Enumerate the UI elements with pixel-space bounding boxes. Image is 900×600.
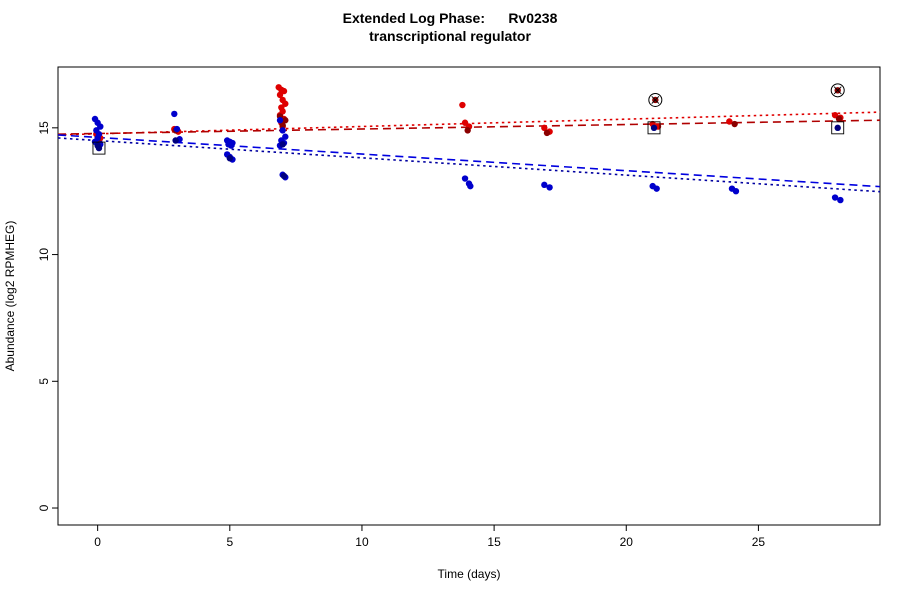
data-point-blue-condition-rep1 bbox=[541, 181, 548, 189]
x-tick-label: 5 bbox=[226, 535, 233, 549]
data-point-red-condition-rep1 bbox=[726, 118, 733, 125]
y-tick-label: 10 bbox=[37, 248, 51, 262]
x-tick-label: 25 bbox=[752, 535, 766, 549]
data-point-red-condition-rep2 bbox=[835, 115, 843, 123]
data-point-blue-condition-rep1 bbox=[653, 185, 660, 192]
x-tick-label: 10 bbox=[355, 535, 369, 549]
data-point-red-condition-rep1 bbox=[282, 100, 289, 107]
data-point-blue-condition-rep2 bbox=[279, 141, 286, 148]
data-point-blue-condition-rep2 bbox=[280, 172, 288, 180]
data-point-blue-condition-rep1 bbox=[97, 123, 104, 130]
data-point-blue-condition-rep1 bbox=[173, 125, 181, 133]
plot-box bbox=[57, 66, 881, 526]
flag-circle-marker bbox=[648, 92, 663, 107]
y-axis-label: Abundance (log2 RPMHEG) bbox=[3, 221, 17, 372]
x-tick-label: 20 bbox=[620, 535, 634, 549]
y-tick-label: 5 bbox=[37, 378, 51, 385]
data-point-blue-condition-rep1 bbox=[831, 194, 839, 201]
data-point-blue-condition-rep1 bbox=[276, 117, 284, 124]
data-point-red-condition-rep1 bbox=[276, 91, 284, 99]
data-point-red-condition-rep1 bbox=[541, 124, 548, 132]
x-axis-label: Time (days) bbox=[438, 567, 501, 581]
data-point-blue-condition-rep1 bbox=[171, 110, 178, 118]
flag-square-marker bbox=[647, 121, 661, 135]
data-point-red-condition-rep2 bbox=[731, 120, 738, 128]
trend-line-blue-fit-dashed bbox=[57, 134, 881, 188]
data-point-blue-condition-rep1 bbox=[279, 127, 286, 134]
data-point-red-condition-rep2 bbox=[464, 127, 471, 134]
chart-title-line1: Extended Log Phase: Rv0238 bbox=[342, 10, 558, 26]
data-point-blue-condition-rep1 bbox=[282, 133, 289, 140]
data-point-red-condition-rep1 bbox=[459, 101, 466, 109]
data-point-red-condition-rep2 bbox=[543, 129, 551, 137]
data-point-blue-condition-rep1 bbox=[546, 184, 553, 191]
data-point-blue-condition-rep2 bbox=[172, 137, 179, 144]
data-point-red-condition-rep1 bbox=[831, 111, 839, 119]
trend-line-blue-fit-dotted bbox=[57, 137, 881, 193]
data-point-blue-condition-rep1 bbox=[837, 196, 844, 204]
y-tick-label: 0 bbox=[37, 504, 51, 511]
flag-square-marker bbox=[831, 121, 845, 135]
data-point-blue-condition-rep1 bbox=[461, 175, 469, 182]
data-point-blue-condition-rep2 bbox=[226, 155, 234, 162]
data-point-blue-condition-rep2 bbox=[95, 144, 103, 152]
flag-cross-stroke bbox=[651, 96, 660, 104]
data-point-red-condition-rep2 bbox=[279, 122, 286, 129]
data-point-red-condition-rep1 bbox=[461, 119, 469, 126]
data-point-red-condition-rep2 bbox=[282, 117, 289, 124]
flag-cross-stroke bbox=[833, 86, 842, 95]
flag-circle-marker bbox=[830, 83, 845, 98]
x-tick-label: 15 bbox=[487, 535, 501, 549]
data-point-blue-condition-rep2 bbox=[650, 124, 658, 132]
data-point-blue-condition-rep1 bbox=[227, 142, 235, 149]
data-point-blue-condition-rep1 bbox=[467, 182, 474, 190]
chart-title-line2: transcriptional regulator bbox=[369, 28, 531, 44]
data-point-blue-condition-rep2 bbox=[834, 124, 841, 132]
flag-square-marker bbox=[92, 141, 106, 155]
y-tick-label: 15 bbox=[37, 121, 51, 135]
trend-line-red-fit-dotted bbox=[57, 111, 881, 136]
x-tick-label: 0 bbox=[94, 535, 101, 549]
trend-line-red-fit-dashed bbox=[57, 119, 881, 135]
data-point-blue-condition-rep1 bbox=[732, 187, 740, 195]
data-point-red-condition-rep1 bbox=[280, 87, 288, 95]
